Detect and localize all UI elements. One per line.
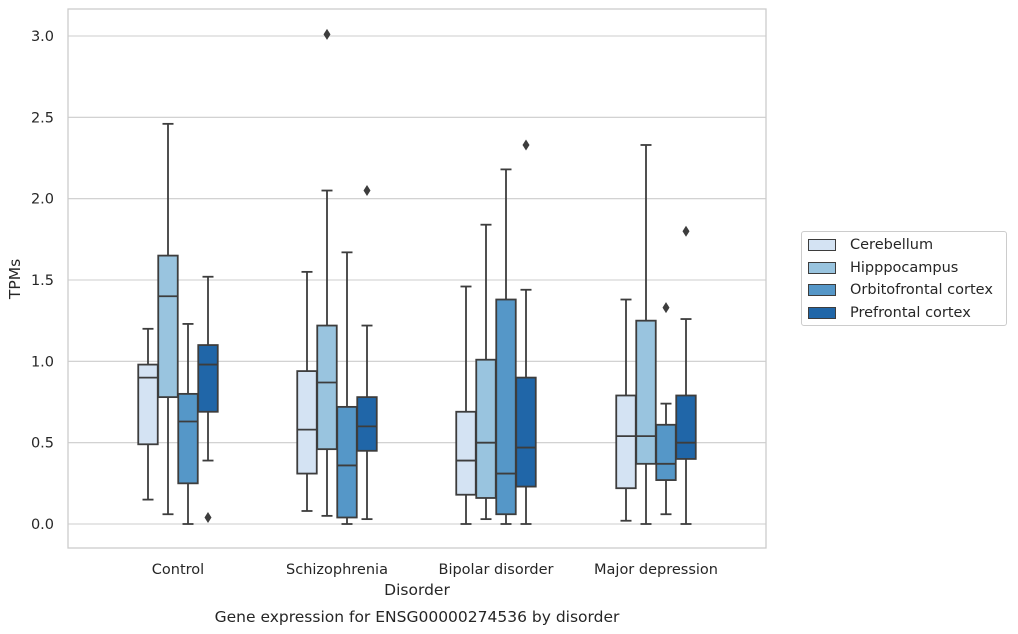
- legend-item: Orbitofrontal cortex: [808, 281, 993, 299]
- legend-label: Orbitofrontal cortex: [850, 282, 993, 298]
- outlier-point: [682, 225, 690, 237]
- outlier-point: [363, 185, 371, 197]
- y-tick-label: 1.5: [31, 273, 54, 289]
- outlier-point: [522, 139, 530, 151]
- legend-item: Prefrontal cortex: [808, 304, 971, 322]
- box-group: [475, 223, 497, 521]
- y-tick-label: 3.0: [31, 29, 54, 45]
- box-group: [675, 225, 697, 525]
- box: [177, 392, 199, 485]
- y-axis-label: TPMs: [6, 259, 24, 300]
- box-group: [655, 302, 677, 516]
- box: [296, 370, 318, 475]
- y-tick-label: 0.5: [31, 436, 54, 452]
- box-group: [635, 144, 657, 525]
- box-group: [316, 28, 338, 517]
- box: [515, 376, 537, 488]
- x-tick-labels: Control Schizophrenia Bipolar disorder Majo…: [152, 562, 718, 578]
- box-group: [157, 122, 179, 516]
- box: [137, 363, 159, 446]
- box: [475, 358, 497, 499]
- legend-label: Prefrontal cortex: [850, 304, 971, 321]
- legend-swatch: [808, 284, 836, 296]
- legend-item: Hipppocampus: [808, 259, 958, 277]
- plot-frame: [67, 8, 767, 549]
- x-tick-label: Major depression: [594, 562, 718, 578]
- box: [635, 319, 657, 465]
- box-group: [356, 185, 378, 521]
- x-tick-label: Bipolar disorder: [439, 562, 554, 578]
- x-axis-label: Disorder: [384, 581, 450, 599]
- box-group: [515, 139, 537, 525]
- box: [495, 298, 517, 516]
- box-group: [137, 327, 159, 501]
- legend-label: Hipppocampus: [850, 259, 959, 276]
- box-group: [495, 168, 517, 525]
- box-group: [336, 251, 358, 525]
- legend-item: Cerebellum: [808, 236, 933, 254]
- outlier-point: [204, 511, 212, 523]
- box: [655, 423, 677, 481]
- box: [316, 324, 338, 451]
- x-tick-label: Schizophrenia: [286, 562, 388, 578]
- box-group: [455, 285, 477, 525]
- y-tick-labels: 0.0 0.5 1.0 1.5 2.0 2.5 3.0: [31, 29, 54, 533]
- x-tick-label: Control: [152, 562, 204, 578]
- box: [157, 254, 179, 399]
- y-tick-label: 2.0: [31, 192, 54, 208]
- legend-swatch: [808, 261, 836, 274]
- y-tick-label: 0.0: [31, 517, 54, 533]
- legend: Cerebellum Hipppocampus Orbitofrontal cort…: [801, 231, 1007, 326]
- box: [336, 405, 358, 519]
- box: [356, 396, 378, 452]
- outlier-point: [662, 302, 670, 314]
- box-group: [197, 275, 219, 523]
- box-group: [177, 323, 199, 525]
- legend-label: Cerebellum: [850, 237, 934, 253]
- outlier-point: [323, 28, 331, 40]
- box: [675, 394, 697, 460]
- y-tick-label: 2.5: [31, 110, 54, 126]
- legend-swatch: [808, 239, 836, 251]
- box: [197, 344, 219, 413]
- box: [455, 410, 477, 496]
- box: [615, 394, 637, 490]
- box-group: [296, 270, 318, 512]
- box-group: [615, 298, 637, 522]
- plot-marks: [137, 28, 697, 525]
- y-tick-label: 1.0: [31, 354, 54, 370]
- legend-swatch: [808, 306, 836, 319]
- chart-caption: Gene expression for ENSG00000274536 by d…: [215, 608, 620, 626]
